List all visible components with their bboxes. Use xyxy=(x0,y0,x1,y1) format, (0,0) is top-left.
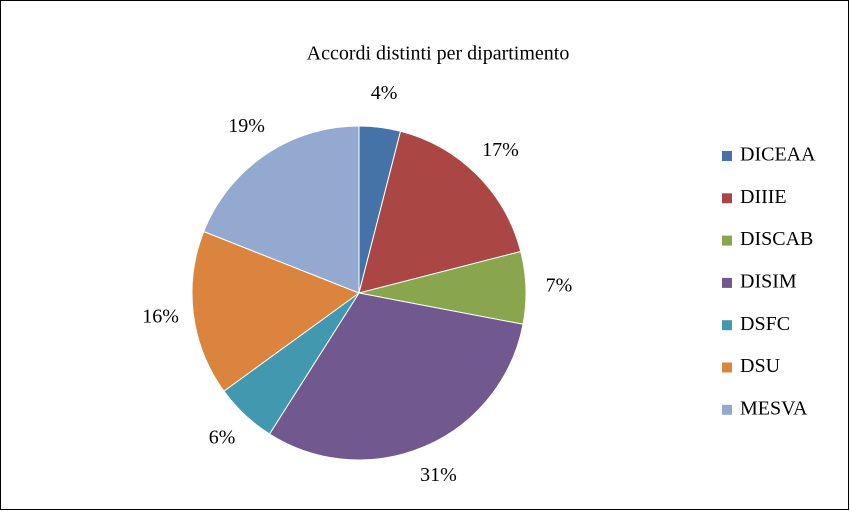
data-label: 16% xyxy=(142,306,179,328)
pie-slice xyxy=(191,230,361,392)
legend-swatch xyxy=(722,404,732,415)
legend-swatch xyxy=(722,320,732,331)
legend-label: DISIM xyxy=(740,270,797,292)
data-label: 31% xyxy=(420,464,457,486)
legend-label: DSU xyxy=(740,355,781,377)
data-label: 17% xyxy=(482,139,519,161)
legend-label: DSFC xyxy=(740,313,790,335)
legend-swatch xyxy=(722,277,732,288)
pie-slice xyxy=(358,130,522,294)
legend-swatch xyxy=(722,235,732,246)
data-label: 19% xyxy=(228,115,265,137)
legend-swatch xyxy=(722,362,732,373)
data-label: 6% xyxy=(209,426,236,448)
pie-slice xyxy=(203,125,360,294)
data-label: 4% xyxy=(371,82,398,104)
data-label: 7% xyxy=(546,274,573,296)
legend-label: DISCAB xyxy=(740,228,813,250)
legend-label: MESVA xyxy=(740,397,808,419)
legend-label: DICEAA xyxy=(740,144,816,166)
legend-label: DIIIE xyxy=(740,186,787,208)
legend-swatch xyxy=(722,151,732,161)
legend-swatch xyxy=(722,193,732,204)
chart-title: Accordi distinti per dipartimento xyxy=(307,43,570,65)
